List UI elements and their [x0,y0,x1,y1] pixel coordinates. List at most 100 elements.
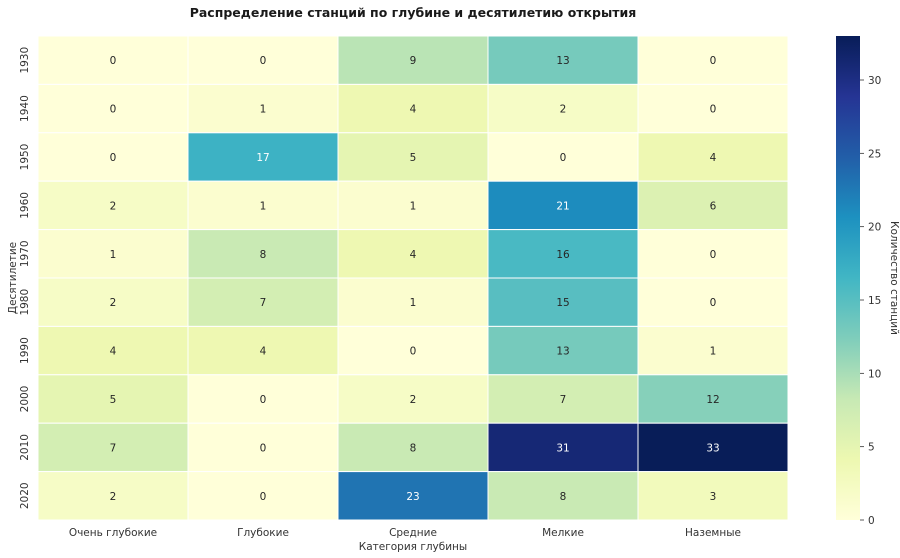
cell-value-label: 21 [556,200,569,212]
heatmap-cell [487,277,639,327]
y-tick-labels: 1930 1940 1950 1960 1970 1980 1990 2000 2010 2020 [19,47,31,509]
heatmap-cell [187,471,339,521]
heatmap-cell [37,374,189,424]
cell-value-label: 7 [110,442,117,454]
cell-value-label: 0 [410,346,417,358]
cell-value-label: 4 [410,104,417,116]
heatmap-cell [187,132,339,182]
heatmap-cell [187,277,339,327]
heatmap-cell [487,471,639,521]
heatmap-cell [337,374,489,424]
cell-value-label: 6 [710,200,717,212]
colorbar-tick-label: 30 [868,75,881,87]
x-tick-label: Очень глубокие [69,527,157,539]
cell-value-label: 4 [110,346,117,358]
colorbar-tick-label: 20 [868,222,881,234]
y-tick-label: 1950 [19,144,31,171]
heatmap-cell [637,471,789,521]
cell-value-label: 5 [410,152,417,164]
cell-value-label: 2 [110,491,117,503]
cell-value-label: 8 [410,442,417,454]
cell-value-label: 0 [260,491,267,503]
heatmap-cell [37,229,189,279]
cell-value-label: 0 [710,104,717,116]
cell-value-label: 4 [260,346,267,358]
x-axis-label: Категория глубины [359,541,467,553]
heatmap-cell [37,180,189,231]
cell-value-label: 3 [710,491,717,503]
y-tick-label: 2020 [19,482,31,509]
cell-value-label: 1 [410,200,417,212]
y-axis-label: Десятилетие [7,242,19,314]
cell-value-label: 9 [410,55,417,67]
y-tick-label: 1960 [19,192,31,219]
cell-value-label: 17 [256,152,269,164]
y-tick-label: 1940 [19,95,31,122]
y-tick-label: 1990 [19,337,31,364]
heatmap-cell [37,35,189,85]
heatmap-cell [637,35,789,85]
colorbar-tick-label: 0 [868,515,875,527]
cell-value-label: 23 [406,491,419,503]
cell-value-label: 1 [410,297,417,309]
colorbar-tick-label: 10 [868,368,881,380]
cell-value-label: 16 [556,249,570,261]
heatmap-cell [37,471,189,521]
cell-value-label: 0 [710,249,717,261]
heatmap-cell [187,35,339,85]
heatmap-cell [637,132,789,182]
y-tick-label: 1980 [19,289,31,316]
x-tick-label: Глубокие [237,527,289,539]
cell-value-label: 8 [260,249,267,261]
y-tick-label: 1930 [19,47,31,74]
x-tick-labels: Очень глубокие Глубокие Средние Мелкие Назем… [69,527,741,539]
x-tick-label: Средние [389,527,437,539]
heatmap-cell [337,471,489,521]
cell-value-label: 0 [110,152,117,164]
colorbar-ticks: 0 5 10 15 20 25 30 [860,75,881,527]
y-tick-label: 1970 [19,240,31,267]
cell-value-label: 0 [710,297,717,309]
cell-value-label: 8 [560,491,567,503]
cell-value-label: 4 [410,249,417,261]
heatmap-cell [187,180,339,231]
heatmap-cell [487,180,639,231]
cell-value-label: 0 [560,152,567,164]
heatmap-cell [37,83,189,134]
heatmap-cell [337,180,489,231]
cell-value-label: 7 [560,394,567,406]
x-tick-label: Наземные [685,527,741,539]
heatmap-cell [487,132,639,182]
cell-value-label: 2 [560,104,567,116]
heatmap-cell [337,35,489,85]
heatmap-cell [187,422,339,473]
cell-value-label: 1 [260,200,267,212]
colorbar-label: Количество станций [888,221,900,335]
heatmap-cell [337,83,489,134]
colorbar-tick-label: 25 [868,148,881,160]
heatmap-cell [487,35,639,85]
cell-value-label: 1 [260,104,267,116]
cell-value-label: 7 [260,297,267,309]
heatmap-cell [487,374,639,424]
cell-value-label: 2 [110,200,117,212]
y-tick-label: 2010 [19,434,31,461]
heatmap-cell [637,83,789,134]
cell-value-label: 12 [706,394,719,406]
heatmap-cell [637,325,789,376]
cell-value-label: 2 [110,297,117,309]
cell-value-label: 5 [110,394,117,406]
heatmap-cell [337,422,489,473]
cell-value-label: 0 [110,104,117,116]
colorbar [836,36,860,520]
heatmap-cells: 0 0 9 13 00 1 4 2 00 17 5 0 42 1 1 21 61 8 4 16 02 7 1 15 04 4 0 13… [37,35,789,521]
heatmap-cell [187,374,339,424]
heatmap-cell [637,374,789,424]
cell-value-label: 1 [710,346,717,358]
heatmap-cell [187,229,339,279]
cell-value-label: 13 [556,346,569,358]
heatmap-cell [637,422,789,473]
heatmap-cell [637,277,789,327]
cell-value-label: 13 [556,55,569,67]
